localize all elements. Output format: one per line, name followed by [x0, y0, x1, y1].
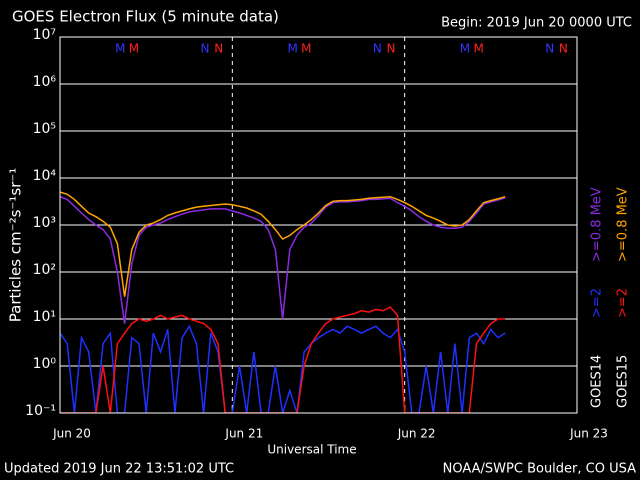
- orbit-marker: N: [201, 42, 210, 56]
- legend-group: GOES14: [590, 355, 605, 408]
- y-tick-label: 10⁻¹: [25, 403, 56, 419]
- legend-group: GOES15: [616, 355, 631, 408]
- orbit-marker: N: [373, 42, 382, 56]
- orbit-marker: M: [115, 42, 125, 56]
- y-tick-label: 10³: [33, 215, 56, 231]
- x-axis-label: Universal Time: [267, 443, 356, 457]
- orbit-marker: M: [460, 42, 470, 56]
- x-tick-label: Jun 21: [224, 427, 263, 441]
- orbit-marker: M: [129, 42, 139, 56]
- orbit-marker: M: [301, 42, 311, 56]
- legend-entry: >=2: [590, 288, 605, 318]
- orbit-marker: M: [473, 42, 483, 56]
- y-tick-label: 10⁷: [33, 27, 56, 43]
- y-tick-label: 10²: [33, 262, 56, 278]
- y-tick-label: 10⁵: [33, 121, 56, 137]
- y-axis-label: Particles cm⁻²s⁻¹sr⁻¹: [7, 168, 25, 322]
- orbit-marker: N: [387, 42, 396, 56]
- chart-title: GOES Electron Flux (5 minute data): [12, 8, 279, 26]
- orbit-marker: M: [287, 42, 297, 56]
- x-tick-label: Jun 20: [52, 427, 91, 441]
- legend-entry: >=2: [616, 288, 631, 318]
- orbit-marker: N: [559, 42, 568, 56]
- y-tick-label: 10¹: [33, 309, 56, 325]
- orbit-marker: N: [545, 42, 554, 56]
- updated-label: Updated 2019 Jun 22 13:51:02 UTC: [4, 462, 234, 477]
- series-line: [60, 306, 506, 413]
- credit-label: NOAA/SWPC Boulder, CO USA: [443, 462, 636, 477]
- x-tick-label: Jun 22: [397, 427, 436, 441]
- x-tick-label: Jun 23: [569, 427, 608, 441]
- legend-entry: >=0.8 MeV: [616, 187, 631, 262]
- legend-entry: >=0.8 MeV: [590, 187, 605, 262]
- series-line: [60, 195, 506, 324]
- plot-frame: [59, 36, 578, 414]
- begin-label: Begin: 2019 Jun 20 0000 UTC: [441, 16, 632, 31]
- series-line: [60, 324, 506, 413]
- series-line: [60, 191, 506, 297]
- y-tick-label: 10⁶: [33, 74, 57, 90]
- y-tick-label: 10⁰: [33, 356, 57, 372]
- y-tick-label: 10⁴: [33, 168, 57, 184]
- orbit-marker: N: [214, 42, 223, 56]
